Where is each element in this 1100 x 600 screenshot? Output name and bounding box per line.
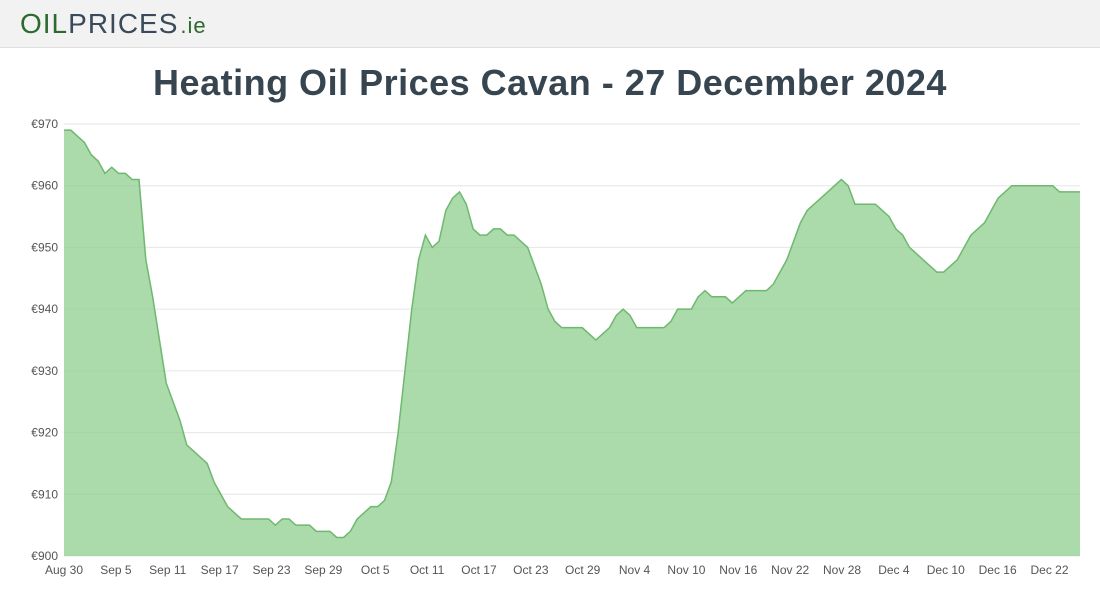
site-logo[interactable]: OIL PRICES .ie — [20, 8, 207, 40]
x-tick-label: Sep 29 — [304, 563, 342, 577]
x-tick-label: Sep 23 — [252, 563, 290, 577]
y-tick-label: €900 — [31, 549, 58, 563]
chart-svg: €900 €910 €920 €930 €940 €950 €960 €970 Aug 30 Se… — [10, 114, 1090, 584]
logo-suffix: .ie — [180, 13, 206, 39]
x-tick-label: Oct 23 — [513, 563, 549, 577]
x-tick-label: Oct 17 — [461, 563, 497, 577]
x-tick-label: Aug 30 — [45, 563, 83, 577]
x-tick-label: Oct 11 — [410, 563, 445, 577]
x-tick-label: Dec 16 — [979, 563, 1017, 577]
y-tick-label: €940 — [31, 302, 58, 316]
price-area — [64, 130, 1080, 556]
y-tick-label: €910 — [31, 487, 58, 501]
x-tick-label: Dec 10 — [927, 563, 965, 577]
x-tick-label: Oct 29 — [565, 563, 601, 577]
page-title: Heating Oil Prices Cavan - 27 December 2… — [0, 62, 1100, 104]
x-tick-label: Nov 28 — [823, 563, 861, 577]
x-tick-label: Sep 5 — [100, 563, 132, 577]
y-tick-label: €960 — [31, 179, 58, 193]
y-tick-label: €920 — [31, 426, 58, 440]
x-tick-label: Nov 22 — [771, 563, 809, 577]
x-tick-label: Sep 11 — [149, 563, 186, 577]
logo-oil: OIL — [20, 8, 68, 40]
x-tick-label: Nov 16 — [719, 563, 757, 577]
x-tick-label: Sep 17 — [201, 563, 239, 577]
x-tick-label: Dec 4 — [878, 563, 910, 577]
logo-prices: PRICES — [68, 8, 178, 40]
y-tick-label: €950 — [31, 240, 58, 254]
y-tick-label: €970 — [31, 117, 58, 131]
x-tick-label: Dec 22 — [1031, 563, 1069, 577]
price-chart: €900 €910 €920 €930 €940 €950 €960 €970 Aug 30 Se… — [10, 114, 1090, 584]
x-tick-label: Oct 5 — [361, 563, 390, 577]
x-tick-label: Nov 10 — [667, 563, 705, 577]
y-tick-label: €930 — [31, 364, 58, 378]
x-tick-label: Nov 4 — [619, 563, 651, 577]
header-bar: OIL PRICES .ie — [0, 0, 1100, 48]
